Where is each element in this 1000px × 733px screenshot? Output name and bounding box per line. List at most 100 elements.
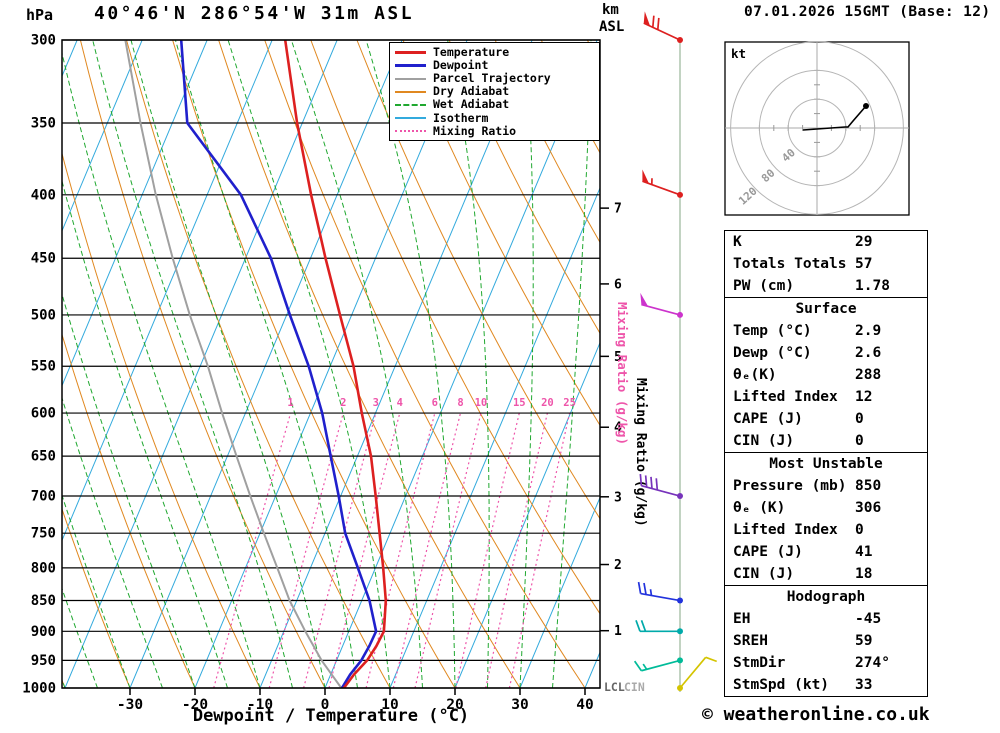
km-tick-label: 7 <box>614 202 622 217</box>
table-row-value: 12 <box>855 389 873 405</box>
table-row: StmSpd (kt) 33 <box>725 674 927 696</box>
legend-line-sample <box>395 130 426 133</box>
wind-barb-staff <box>640 592 681 602</box>
hodograph-ring <box>730 41 904 215</box>
pressure-tick-label: 1000 <box>22 681 56 697</box>
isotherm-line <box>62 40 273 542</box>
legend-label: Parcel Trajectory <box>433 71 551 86</box>
pressure-tick-label: 300 <box>31 33 56 49</box>
parcel-trajectory-curve <box>124 40 343 688</box>
legend-label: Wet Adiabat <box>433 97 510 112</box>
table-row-value: -45 <box>855 611 882 627</box>
table-row: CIN (J) 18 <box>725 563 927 585</box>
table-row-label: Lifted Index <box>733 389 838 405</box>
km-tick-label: 3 <box>614 490 622 505</box>
table-row-value: 59 <box>855 633 873 649</box>
hodograph-trace <box>802 105 867 131</box>
temp-tick-label: 20 <box>446 697 463 713</box>
pressure-unit-label: hPa <box>26 6 54 24</box>
wind-barb-full <box>635 620 641 632</box>
legend-line-sample <box>395 77 426 80</box>
table-row-label: θₑ(K) <box>733 367 777 383</box>
wind-barb-full <box>637 581 642 594</box>
wind-barb-full <box>705 656 718 663</box>
wet-adiabat-line <box>62 179 228 688</box>
isotherm-line <box>324 40 598 688</box>
wind-barb-full <box>650 476 653 489</box>
table-row-label: Lifted Index <box>733 522 838 538</box>
altitude-unit-km-label: km <box>602 2 619 18</box>
table-row-value: 41 <box>855 544 873 560</box>
wind-barb <box>635 620 680 633</box>
temp-tick-label: 10 <box>381 697 398 713</box>
isotherm-line <box>259 40 533 688</box>
table-row-label: θₑ (K) <box>733 500 786 516</box>
isotherm-line <box>454 341 600 688</box>
table-row-label: CAPE (J) <box>733 544 803 560</box>
table-row-label: CIN (J) <box>733 433 795 449</box>
pressure-tick-label: 500 <box>31 307 56 323</box>
chart-legend: Temperature Dewpoint Parcel Trajectory Dry … <box>389 42 600 141</box>
wind-barb-full <box>644 475 648 488</box>
table-row-value: 0 <box>855 411 864 427</box>
legend-row: Wet Adiabat <box>390 98 599 111</box>
dry-adiabat-line <box>448 40 600 335</box>
table-section-header: Surface <box>795 301 857 317</box>
table-row: Lifted Index 12 <box>725 386 927 408</box>
hodograph-unit-label: kt <box>731 46 746 61</box>
pressure-tick-label: 400 <box>31 187 56 203</box>
mixing-ratio-value-label: 2 <box>340 397 346 409</box>
legend-row: Parcel Trajectory <box>390 72 599 85</box>
pressure-tick-label: 750 <box>31 526 56 542</box>
table-row-value: 306 <box>855 500 882 516</box>
legend-label: Temperature <box>433 45 510 60</box>
temperature-curve <box>283 40 388 688</box>
table-row-label: PW (cm) <box>733 278 795 294</box>
copyright-label: © weatheronline.co.uk <box>702 704 930 725</box>
wet-adiabat-line <box>0 40 33 688</box>
table-row: Temp (°C) 2.9 <box>725 320 927 342</box>
datetime-title: 07.01.2026 15GMT (Base: 12) <box>744 4 991 20</box>
wind-barb <box>643 11 681 41</box>
hodograph-ring <box>758 69 876 187</box>
isotherm-line <box>129 40 403 688</box>
table-row-label: CAPE (J) <box>733 411 803 427</box>
mixing-ratio-value-label: 6 <box>432 397 438 409</box>
table-row-label: Totals Totals <box>733 256 847 272</box>
km-tick-label: 5 <box>614 350 622 365</box>
mixing-ratio-line <box>213 412 292 688</box>
temp-tick-label: -20 <box>182 697 208 713</box>
pressure-tick-label: 950 <box>31 653 56 669</box>
mixing-ratio-value-label: 25 <box>563 397 576 409</box>
km-tick-label: 2 <box>614 558 622 573</box>
temp-tick-label: -30 <box>117 697 143 713</box>
pressure-tick-label: 350 <box>31 116 56 132</box>
mixing-ratio-axis-label: Mixing Ratio (g/kg) <box>633 378 648 527</box>
legend-line-sample <box>395 90 426 93</box>
temp-tick-label: -10 <box>247 697 273 713</box>
legend-row: Dewpoint <box>390 59 599 72</box>
wind-barb-flag <box>642 169 649 184</box>
table-row: CIN (J) 0 <box>725 430 927 452</box>
table-row-label: EH <box>733 611 751 627</box>
table-section-header: Most Unstable <box>769 456 883 472</box>
table-row-value: 1.78 <box>855 278 890 294</box>
mixing-ratio-line <box>455 412 520 688</box>
wind-barb-staff <box>641 484 681 497</box>
legend-row: Isotherm <box>390 111 599 124</box>
table-row: EH -45 <box>725 608 927 630</box>
km-tick-label: 6 <box>614 277 622 292</box>
legend-row: Temperature <box>390 46 599 59</box>
pressure-tick-label: 900 <box>31 624 56 640</box>
mixing-ratio-value-label: 1 <box>287 397 293 409</box>
legend-label: Dewpoint <box>433 58 489 73</box>
table-section: Hodograph EH -45 SREH 59 StmDir 274° StmSpd (kt… <box>725 585 927 696</box>
temp-tick-label: 0 <box>321 697 330 713</box>
table-section: Most Unstable Pressure (mb) 850 θₑ (K) 306 Li… <box>725 452 927 585</box>
isotherm-line <box>389 186 600 688</box>
isotherm-line <box>64 40 338 688</box>
wind-barb-full <box>633 660 643 672</box>
mixing-ratio-line <box>268 412 344 688</box>
table-row: Dewp (°C) 2.6 <box>725 342 927 364</box>
pressure-tick-label: 600 <box>31 406 56 422</box>
